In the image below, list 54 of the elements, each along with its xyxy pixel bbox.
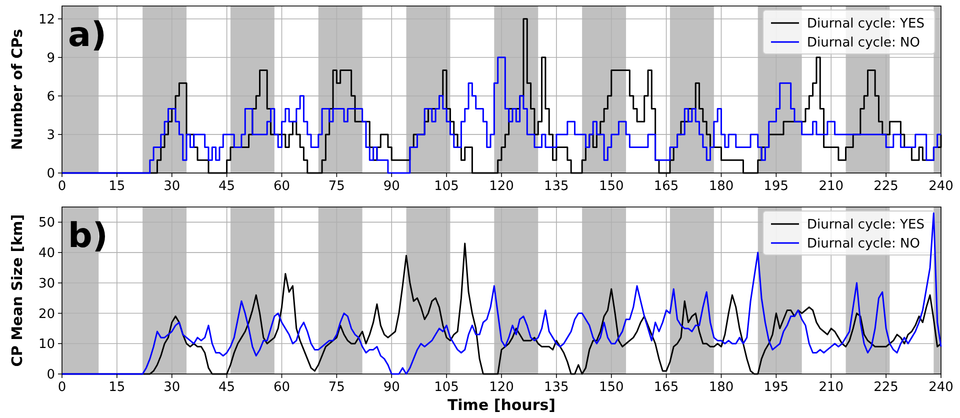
x-tick-label: 225 [874, 380, 898, 395]
x-tick-label: 135 [544, 380, 569, 395]
x-tick-label: 180 [708, 179, 734, 194]
legend-label: Diurnal cycle: YES [807, 16, 924, 32]
x-tick-label: 45 [218, 380, 236, 395]
annotation: a) [68, 15, 106, 55]
x-tick-label: 240 [928, 380, 954, 395]
x-tick-label: 90 [383, 380, 400, 395]
y-tick-label: 0 [46, 166, 55, 182]
x-tick-label: 210 [818, 179, 844, 194]
x-tick-label: 75 [328, 179, 345, 194]
x-tick-label: 150 [598, 179, 624, 194]
x-tick-label: 105 [434, 179, 459, 194]
x-tick-label: 105 [434, 380, 459, 395]
x-tick-label: 15 [108, 380, 126, 395]
y-tick-label: 3 [46, 128, 55, 143]
x-tick-label: 90 [383, 179, 400, 194]
x-tick-label: 0 [58, 380, 66, 395]
x-tick-label: 165 [654, 380, 679, 395]
y-tick-label: 10 [38, 337, 55, 352]
x-tick-label: 75 [328, 380, 345, 395]
x-tick-label: 225 [874, 179, 898, 194]
x-tick-label: 30 [164, 380, 180, 395]
annotation: b) [68, 216, 108, 256]
x-tick-label: 180 [708, 380, 734, 395]
y-tick-label: 50 [38, 216, 55, 231]
y-tick-label: 12 [38, 12, 55, 28]
x-tick-label: 60 [273, 380, 290, 395]
x-tick-label: 120 [489, 179, 514, 194]
x-tick-label: 240 [928, 179, 954, 194]
y-tick-label: 40 [38, 246, 55, 262]
x-tick-label: 60 [273, 179, 290, 194]
y-axis-title: CP Mean Size [km] [10, 214, 26, 367]
x-tick-label: 210 [818, 380, 844, 395]
x-axis-title: Time [hours] [447, 396, 556, 414]
y-tick-label: 20 [38, 306, 55, 322]
legend-label: Diurnal cycle: NO [807, 36, 920, 50]
x-tick-label: 30 [164, 179, 180, 194]
legend-label: Diurnal cycle: NO [807, 236, 920, 252]
y-tick-label: 0 [46, 368, 55, 382]
y-tick-label: 6 [46, 89, 55, 104]
x-tick-label: 135 [544, 179, 569, 194]
x-tick-label: 195 [764, 380, 789, 395]
x-tick-label: 165 [654, 179, 679, 194]
y-axis-title: Number of CPs [10, 29, 26, 150]
y-tick-label: 30 [38, 276, 55, 292]
x-tick-label: 15 [108, 179, 126, 194]
x-tick-label: 0 [58, 179, 66, 194]
x-tick-label: 45 [218, 179, 236, 194]
y-tick-label: 9 [46, 50, 55, 66]
x-tick-label: 195 [764, 179, 789, 194]
x-tick-label: 150 [598, 380, 624, 395]
x-tick-label: 120 [489, 380, 514, 395]
legend-label: Diurnal cycle: YES [807, 218, 924, 232]
